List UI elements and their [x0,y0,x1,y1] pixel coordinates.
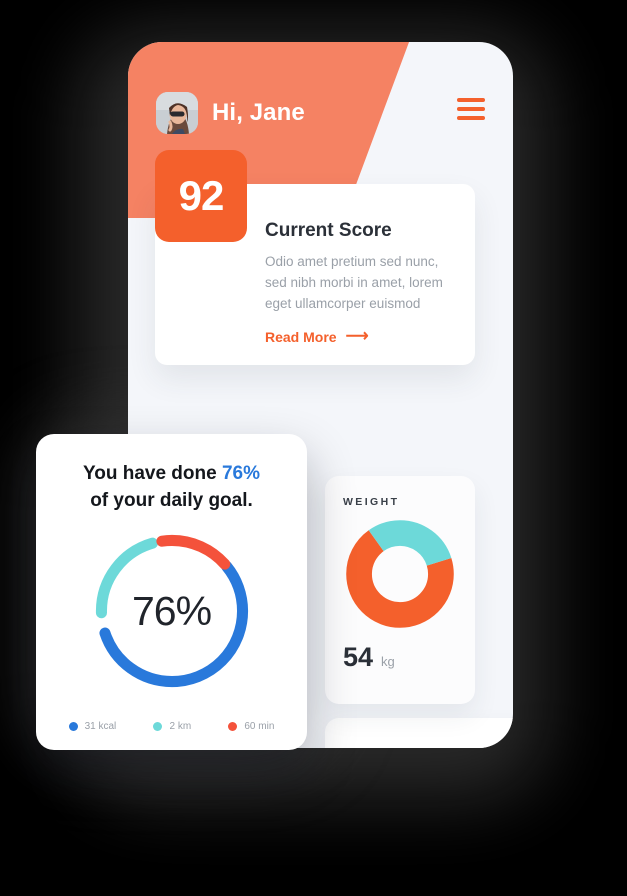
daily-goal-ring-chart: 76% [89,528,255,694]
arrow-right-icon: ⟶ [345,328,369,345]
phone-screen: Hi, Jane 92 Current Score Odio amet pret… [128,42,513,748]
legend-label: 2 km [169,721,192,732]
hamburger-line [457,107,485,111]
legend-item: 60 min [228,721,274,732]
greeting-text: Hi, Jane [212,99,305,126]
score-card-title: Current Score [265,220,392,241]
legend-dot-icon [68,722,78,731]
score-card-body: Current Score Odio amet pretium sed nunc… [247,184,475,345]
legend-label: 60 min [244,721,275,732]
app-header: Hi, Jane [128,42,513,218]
score-badge: 92 [155,150,247,242]
hamburger-menu-icon[interactable] [457,98,485,120]
daily-goal-card: You have done 76% of your daily goal. 76… [36,434,307,750]
legend-dot-icon [228,722,238,731]
weight-value-row: 54 kg [343,642,475,673]
headline-prefix: You have done [82,463,222,484]
read-more-link[interactable]: Read More ⟶ [265,328,455,346]
current-score-card: 92 Current Score Odio amet pretium sed n… [155,150,475,365]
ring-center-label: 76% [131,587,212,634]
user-photo-avatar[interactable] [156,92,198,134]
empty-bottom-card[interactable] [325,718,513,748]
legend-dot-icon [153,722,163,731]
hamburger-line [457,116,485,120]
headline-percent: 76% [221,463,261,484]
headline-suffix: of your daily goal. [90,490,253,511]
weight-card-label: WEIGHT [343,496,400,508]
daily-goal-legend: 31 kcal 2 km 60 min [36,721,307,732]
weight-card[interactable]: WEIGHT 54 kg [325,476,475,704]
greeting-block: Hi, Jane [156,92,305,134]
daily-goal-headline: You have done 76% of your daily goal. [36,460,307,514]
weight-value: 54 [343,642,374,672]
score-card-description: Odio amet pretium sed nunc, sed nibh mor… [265,254,443,311]
legend-item: 31 kcal [68,721,117,732]
weight-donut-chart [346,520,454,628]
weight-unit: kg [381,654,395,669]
hamburger-line [457,98,485,102]
read-more-label: Read More [265,329,337,345]
legend-item: 2 km [153,721,191,732]
legend-label: 31 kcal [84,721,117,732]
